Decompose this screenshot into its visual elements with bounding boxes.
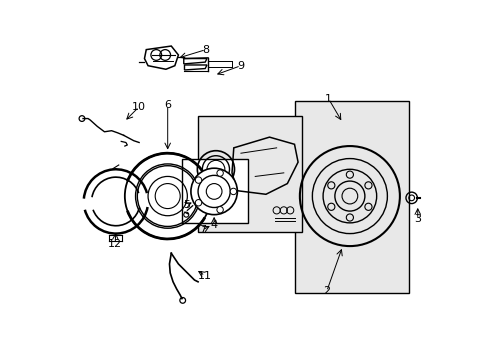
Text: 7: 7 xyxy=(199,225,205,235)
Text: 10: 10 xyxy=(132,102,146,112)
Circle shape xyxy=(195,177,202,183)
Text: 5: 5 xyxy=(183,200,189,210)
Circle shape xyxy=(217,207,223,213)
Circle shape xyxy=(195,199,202,206)
Circle shape xyxy=(206,184,222,199)
Text: 8: 8 xyxy=(202,45,209,55)
Circle shape xyxy=(198,175,230,207)
Circle shape xyxy=(230,188,236,195)
Text: 6: 6 xyxy=(164,100,171,110)
Text: 4: 4 xyxy=(210,220,217,230)
Text: 3: 3 xyxy=(413,214,420,224)
Text: 11: 11 xyxy=(198,271,212,281)
Text: 9: 9 xyxy=(237,61,244,71)
Text: 1: 1 xyxy=(325,94,331,104)
Circle shape xyxy=(190,168,237,215)
Text: 12: 12 xyxy=(108,239,122,249)
Text: 2: 2 xyxy=(323,287,329,296)
Bar xyxy=(294,102,408,293)
Circle shape xyxy=(217,170,223,176)
Bar xyxy=(198,116,301,232)
Bar xyxy=(182,158,247,223)
